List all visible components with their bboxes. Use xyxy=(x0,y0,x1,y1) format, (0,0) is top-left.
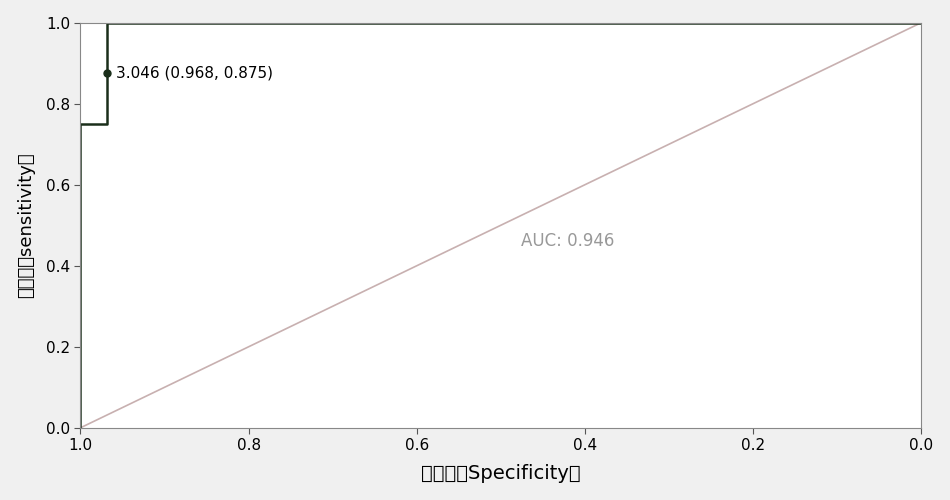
Text: AUC: 0.946: AUC: 0.946 xyxy=(522,232,615,250)
Y-axis label: 灵敏度（sensitivity）: 灵敏度（sensitivity） xyxy=(17,152,34,298)
X-axis label: 特异度（Specificity）: 特异度（Specificity） xyxy=(421,464,580,483)
Text: 3.046 (0.968, 0.875): 3.046 (0.968, 0.875) xyxy=(116,66,273,81)
